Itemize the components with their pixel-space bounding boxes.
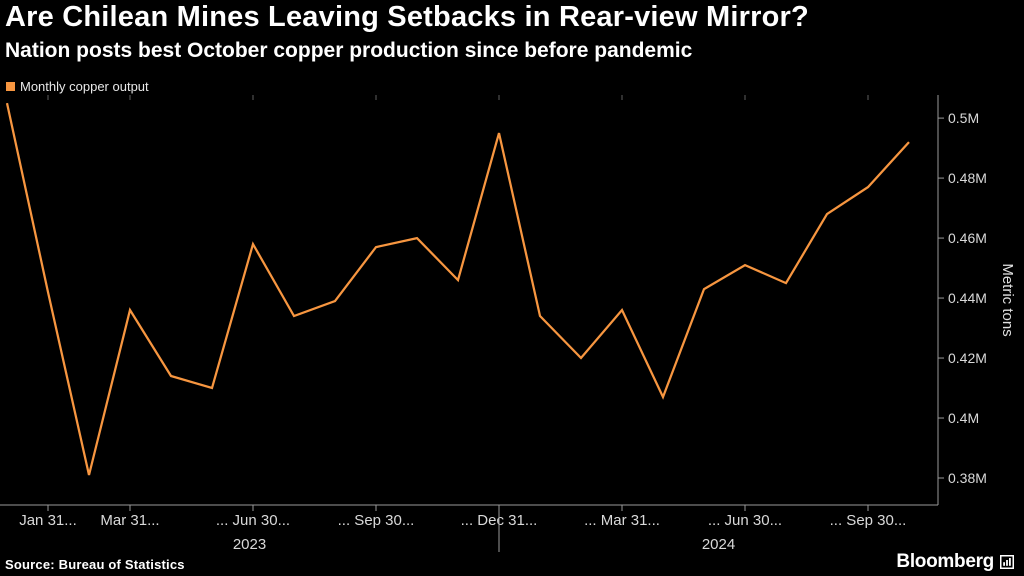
legend-swatch-icon [6,82,15,91]
x-axis-tick-label: Jan 31... [19,512,77,529]
y-axis-tick-label: 0.48M [948,170,987,186]
chart-subtitle: Nation posts best October copper product… [5,39,693,62]
legend-label: Monthly copper output [20,79,149,94]
x-axis-tick-label: ... Jun 30... [216,512,290,529]
y-axis-tick-label: 0.5M [948,110,979,126]
y-axis-title: Metric tons [999,263,1016,336]
x-axis-tick-label: ... Jun 30... [708,512,782,529]
y-axis-tick-label: 0.38M [948,470,987,486]
bloomberg-wordmark: Bloomberg [896,551,994,572]
y-axis-tick-label: 0.46M [948,230,987,246]
bloomberg-terminal-icon [1000,555,1014,569]
x-axis-tick-label: ... Sep 30... [338,512,415,529]
year-label: 2024 [702,536,735,553]
x-axis-tick-label: Mar 31... [100,512,159,529]
legend: Monthly copper output [6,79,149,94]
bloomberg-logo: Bloomberg [896,551,1014,573]
chart-title: Are Chilean Mines Leaving Setbacks in Re… [5,1,809,33]
x-axis-tick-label: ... Sep 30... [830,512,907,529]
y-axis-tick-label: 0.4M [948,410,979,426]
x-axis-tick-label: ... Mar 31... [584,512,660,529]
y-axis-tick-label: 0.42M [948,350,987,366]
y-axis-tick-label: 0.44M [948,290,987,306]
source-label: Source: Bureau of Statistics [5,557,185,572]
year-label: 2023 [233,536,266,553]
copper-output-line [5,102,910,476]
